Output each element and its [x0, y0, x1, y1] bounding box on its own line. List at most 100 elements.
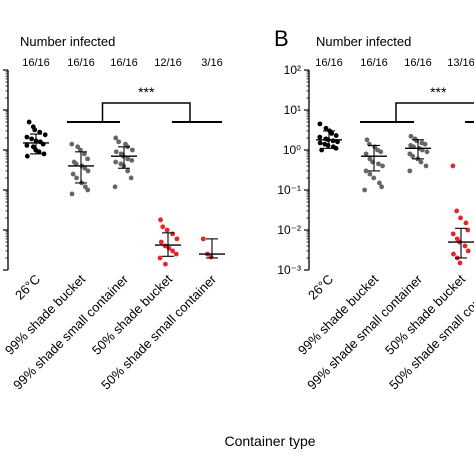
- data-point: [69, 191, 75, 197]
- data-point: [170, 248, 175, 254]
- panel-b-significance: ***: [360, 84, 474, 123]
- data-point: [125, 156, 131, 162]
- data-point: [29, 136, 35, 142]
- significance-stars: ***: [430, 84, 447, 100]
- data-point: [325, 143, 331, 148]
- data-point: [85, 156, 90, 162]
- data-point: [463, 220, 469, 226]
- data-point: [317, 134, 323, 140]
- data-point: [333, 133, 339, 138]
- data-point: [125, 168, 131, 174]
- panel-b-label: B: [274, 26, 289, 51]
- data-point: [200, 236, 206, 242]
- data-point: [458, 215, 463, 221]
- x-tick-label: 50% shade bucket: [89, 271, 176, 358]
- panel-a-counts: 16/16 16/16 16/16 12/16 3/16: [22, 57, 222, 69]
- data-point: [82, 165, 88, 171]
- data-point: [317, 140, 323, 146]
- data-point: [32, 127, 38, 133]
- infected-count: 16/16: [67, 57, 95, 69]
- data-point: [376, 161, 381, 167]
- data-point: [371, 175, 377, 181]
- data-point: [367, 171, 373, 177]
- data-point: [450, 231, 456, 237]
- data-point: [82, 151, 87, 157]
- data-point: [450, 163, 456, 169]
- data-point: [113, 149, 119, 155]
- data-point: [128, 175, 134, 181]
- data-point: [78, 147, 83, 153]
- significance-bracket: [395, 102, 474, 122]
- data-point: [363, 168, 369, 174]
- data-point: [85, 168, 91, 174]
- x-tick-label: 99% shade bucket: [295, 271, 382, 358]
- x-tick-label: 99% shade bucket: [2, 271, 89, 358]
- data-point: [41, 151, 47, 157]
- data-point: [454, 208, 460, 214]
- data-point: [164, 227, 170, 233]
- data-point: [364, 137, 370, 143]
- data-point: [422, 141, 428, 147]
- data-point: [24, 143, 30, 148]
- y-tick-label: 10⁻¹: [277, 183, 301, 197]
- x-axis-title: Container type: [224, 433, 315, 449]
- infected-count: 13/16: [447, 57, 474, 69]
- data-point: [69, 141, 75, 147]
- data-point: [329, 131, 335, 136]
- panel-a-y-axis: 21123: [0, 63, 9, 277]
- infected-count: 16/16: [315, 57, 343, 69]
- y-tick-label: 10⁻²: [277, 223, 301, 237]
- infected-count: 16/16: [110, 57, 138, 69]
- data-point: [42, 132, 48, 138]
- data-point: [160, 224, 166, 230]
- infected-count: 16/16: [404, 57, 432, 69]
- data-point: [129, 157, 135, 163]
- data-point: [462, 243, 468, 249]
- data-point: [113, 159, 119, 165]
- data-point: [363, 151, 369, 157]
- significance-bracket: [101, 102, 191, 122]
- data-point: [465, 248, 471, 254]
- y-tick-label: 10⁻³: [277, 263, 301, 277]
- panel-a-marks: [23, 119, 225, 267]
- data-point: [317, 121, 323, 127]
- data-point: [37, 129, 43, 135]
- data-point: [380, 163, 385, 169]
- data-point: [36, 149, 42, 155]
- data-point: [75, 144, 81, 150]
- data-point: [157, 255, 163, 261]
- data-point: [378, 149, 384, 155]
- y-tick-label: 10⁰: [283, 143, 301, 157]
- panel-a-header: Number infected: [20, 34, 115, 49]
- data-point: [113, 135, 119, 141]
- data-point: [24, 153, 30, 159]
- data-point: [85, 187, 91, 193]
- panel-a: Number infected 16/16 16/16 16/16 12/16 3/16…: [0, 34, 225, 392]
- data-point: [170, 231, 176, 237]
- data-point: [70, 171, 76, 177]
- data-point: [407, 168, 413, 174]
- data-point: [323, 125, 329, 131]
- infected-count: 16/16: [22, 57, 50, 69]
- significance-stars: ***: [138, 84, 155, 100]
- data-point: [173, 251, 179, 257]
- data-point: [158, 239, 164, 245]
- data-point: [112, 184, 118, 190]
- y-tick-label: 10²: [284, 63, 301, 77]
- data-point: [163, 261, 168, 267]
- x-tick-label: 26°C: [305, 272, 336, 303]
- data-point: [408, 133, 414, 139]
- data-point: [379, 184, 385, 190]
- data-point: [333, 145, 339, 151]
- data-point: [362, 187, 368, 193]
- data-point: [418, 159, 424, 165]
- data-point: [410, 153, 416, 159]
- infected-count: 3/16: [201, 57, 222, 69]
- infected-count: 16/16: [360, 57, 388, 69]
- y-tick-label: 10¹: [284, 103, 301, 117]
- data-point: [116, 139, 122, 145]
- data-point: [73, 161, 79, 167]
- data-point: [335, 139, 340, 145]
